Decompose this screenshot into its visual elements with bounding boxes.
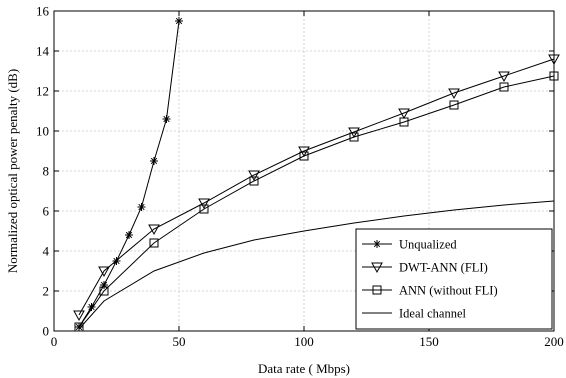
- legend-entry: Unqualized: [362, 238, 457, 252]
- data-point: [248, 170, 260, 182]
- y-tick-label: 6: [43, 204, 50, 219]
- data-point: [162, 115, 171, 123]
- y-tick-label: 0: [43, 324, 50, 339]
- x-tick-label: 0: [51, 334, 58, 349]
- legend-marker: [372, 285, 382, 295]
- series-0: [75, 17, 183, 331]
- y-tick-label: 8: [43, 164, 50, 179]
- data-point: [449, 100, 459, 110]
- data-point: [499, 82, 509, 92]
- series-line: [78, 58, 555, 316]
- data-point: [99, 286, 109, 296]
- data-point: [398, 108, 410, 120]
- data-point: [137, 203, 146, 211]
- series-line: [78, 75, 555, 328]
- y-tick-label: 10: [36, 124, 49, 139]
- data-point: [73, 310, 85, 322]
- data-point: [199, 204, 209, 214]
- series-layer: [73, 17, 560, 332]
- data-point: [349, 132, 359, 142]
- x-tick-label: 150: [419, 334, 439, 349]
- y-axis-label: Normalized optical power penalty (dB): [5, 69, 20, 273]
- legend-label: DWT-ANN (FLI): [399, 261, 488, 275]
- legend-label: ANN (without FLI): [399, 284, 498, 298]
- x-axis-label: Data rate ( Mbps): [258, 361, 350, 376]
- data-point: [100, 281, 108, 289]
- data-point: [150, 157, 158, 165]
- y-tick-label: 16: [36, 4, 50, 19]
- data-point: [448, 88, 460, 100]
- x-tick-label: 100: [294, 334, 314, 349]
- data-point: [299, 151, 309, 161]
- y-tick-label: 14: [36, 44, 50, 59]
- x-tick-label: 50: [173, 334, 186, 349]
- data-point: [87, 303, 96, 311]
- x-tick-label: 200: [544, 334, 564, 349]
- data-point: [249, 176, 259, 186]
- data-point: [98, 266, 110, 278]
- data-point: [399, 117, 409, 127]
- series-1: [73, 54, 560, 322]
- legend: Unqualized DWT-ANN (FLI) ANN (without FLI)…: [355, 228, 553, 330]
- data-point: [125, 231, 133, 239]
- data-point: [498, 71, 510, 83]
- legend-box: [355, 228, 553, 330]
- legend-entry: ANN (without FLI): [362, 284, 498, 298]
- legend-label: Unqualized: [399, 238, 457, 252]
- series-3: [78, 200, 555, 330]
- data-point: [198, 198, 210, 210]
- data-point: [149, 238, 159, 248]
- legend-entry: Ideal channel: [362, 307, 467, 321]
- series-line: [78, 200, 555, 330]
- data-point: [175, 17, 183, 25]
- y-tick-label: 2: [43, 284, 50, 299]
- y-tick-label: 4: [43, 244, 50, 259]
- series-line: [78, 20, 180, 328]
- legend-marker: [373, 240, 381, 248]
- y-tick-label: 12: [36, 84, 49, 99]
- legend-label: Ideal channel: [399, 307, 467, 321]
- legend-entry: DWT-ANN (FLI): [362, 261, 488, 275]
- tick-layer: 0 50 100 150 200 0 2 4 6 8 10 12 14 16: [36, 4, 564, 350]
- data-point: [148, 224, 160, 236]
- legend-marker: [371, 262, 383, 274]
